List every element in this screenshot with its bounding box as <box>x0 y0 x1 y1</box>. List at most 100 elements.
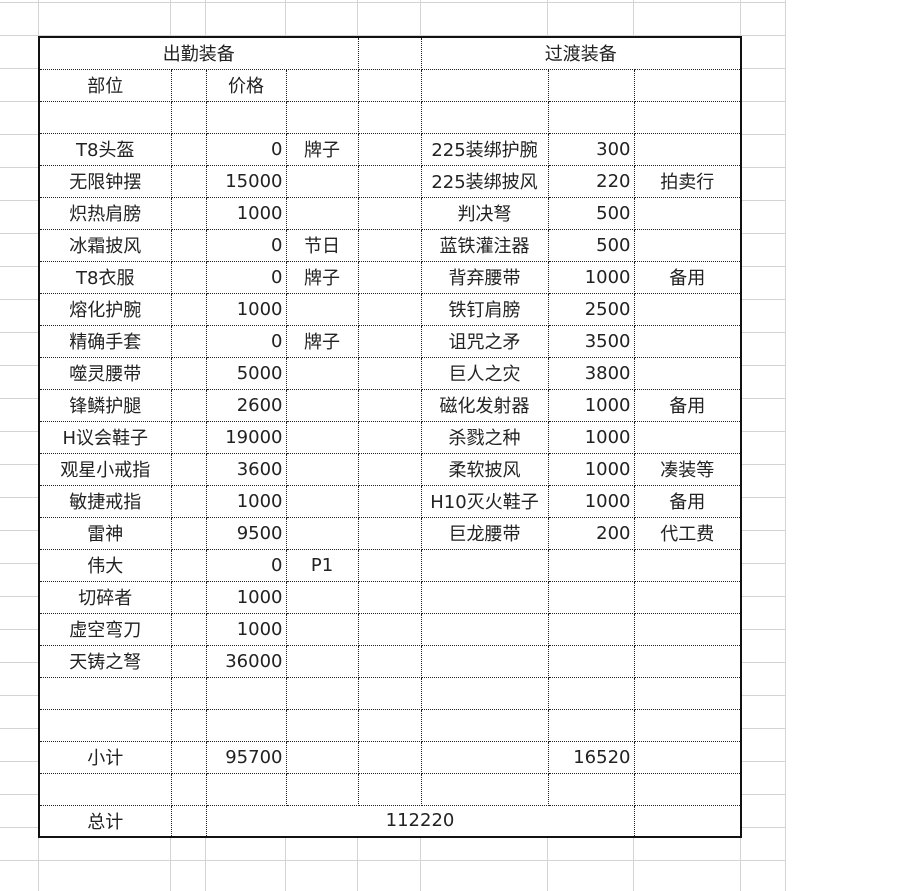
cell[interactable] <box>170 484 207 518</box>
part-cell[interactable]: H议会鞋子 <box>38 420 172 454</box>
remark-cell[interactable]: 备用 <box>633 388 742 422</box>
price-cell[interactable]: 0 <box>205 132 287 166</box>
cell[interactable] <box>357 484 422 518</box>
cell[interactable] <box>170 164 207 198</box>
cell[interactable] <box>357 292 422 326</box>
cell[interactable] <box>547 68 635 102</box>
cell[interactable] <box>633 804 742 838</box>
right-section-title[interactable]: 过渡装备 <box>420 36 742 70</box>
cell[interactable] <box>357 612 422 646</box>
cell[interactable] <box>547 772 635 806</box>
note-cell[interactable]: 节日 <box>285 228 359 262</box>
note-cell[interactable] <box>285 580 359 614</box>
remark-cell[interactable]: 拍卖行 <box>633 164 742 198</box>
cost-cell[interactable] <box>547 612 635 646</box>
cell[interactable] <box>633 68 742 102</box>
part-cell[interactable]: 冰霜披风 <box>38 228 172 262</box>
note-cell[interactable]: 牌子 <box>285 260 359 294</box>
cost-cell[interactable]: 3500 <box>547 324 635 358</box>
cell[interactable] <box>633 676 742 710</box>
part-cell[interactable]: 无限钟摆 <box>38 164 172 198</box>
note-cell[interactable] <box>285 612 359 646</box>
note-cell[interactable] <box>285 420 359 454</box>
remark-cell[interactable] <box>633 324 742 358</box>
remark-cell[interactable] <box>633 292 742 326</box>
total-label[interactable]: 总计 <box>38 804 172 838</box>
price-cell[interactable]: 0 <box>205 548 287 582</box>
cell[interactable] <box>420 708 549 742</box>
cell[interactable] <box>170 548 207 582</box>
cost-cell[interactable]: 500 <box>547 196 635 230</box>
cell[interactable] <box>633 100 742 134</box>
item-cell[interactable]: 铁钉肩膀 <box>420 292 549 326</box>
price-cell[interactable]: 1000 <box>205 292 287 326</box>
remark-cell[interactable] <box>633 420 742 454</box>
note-cell[interactable] <box>285 644 359 678</box>
item-cell[interactable]: 磁化发射器 <box>420 388 549 422</box>
remark-cell[interactable]: 备用 <box>633 260 742 294</box>
item-cell[interactable]: 225装绑披风 <box>420 164 549 198</box>
cell[interactable] <box>420 772 549 806</box>
cost-cell[interactable]: 2500 <box>547 292 635 326</box>
cell[interactable] <box>357 260 422 294</box>
part-cell[interactable]: T8头盔 <box>38 132 172 166</box>
item-cell[interactable]: H10灭火鞋子 <box>420 484 549 518</box>
cell[interactable] <box>170 708 207 742</box>
cell[interactable] <box>38 708 172 742</box>
cell[interactable] <box>633 740 742 774</box>
cell[interactable] <box>170 612 207 646</box>
remark-cell[interactable] <box>633 580 742 614</box>
cell[interactable] <box>357 228 422 262</box>
cell[interactable] <box>285 740 359 774</box>
cost-cell[interactable] <box>547 580 635 614</box>
cell[interactable] <box>547 676 635 710</box>
price-cell[interactable]: 0 <box>205 324 287 358</box>
cell[interactable] <box>357 452 422 486</box>
part-cell[interactable]: 切碎者 <box>38 580 172 614</box>
cell[interactable] <box>420 68 549 102</box>
price-cell[interactable]: 1000 <box>205 484 287 518</box>
cost-cell[interactable] <box>547 644 635 678</box>
note-cell[interactable] <box>285 196 359 230</box>
cell[interactable] <box>633 708 742 742</box>
cost-cell[interactable]: 300 <box>547 132 635 166</box>
cell[interactable] <box>205 708 287 742</box>
cell[interactable] <box>420 740 549 774</box>
cell[interactable] <box>357 196 422 230</box>
item-cell[interactable]: 巨人之灾 <box>420 356 549 390</box>
cost-cell[interactable]: 1000 <box>547 420 635 454</box>
note-cell[interactable] <box>285 356 359 390</box>
note-cell[interactable] <box>285 388 359 422</box>
cell[interactable] <box>170 644 207 678</box>
item-cell[interactable]: 225装绑护腕 <box>420 132 549 166</box>
cell[interactable] <box>38 100 172 134</box>
remark-cell[interactable]: 代工费 <box>633 516 742 550</box>
cell[interactable] <box>170 68 207 102</box>
cell[interactable] <box>547 100 635 134</box>
part-cell[interactable]: 虚空弯刀 <box>38 612 172 646</box>
cell[interactable] <box>357 644 422 678</box>
cell[interactable] <box>357 548 422 582</box>
subtotal-label[interactable]: 小计 <box>38 740 172 774</box>
cell[interactable] <box>170 132 207 166</box>
cell[interactable] <box>170 740 207 774</box>
cell[interactable] <box>357 516 422 550</box>
note-cell[interactable]: 牌子 <box>285 324 359 358</box>
cost-cell[interactable]: 500 <box>547 228 635 262</box>
cell[interactable] <box>170 388 207 422</box>
part-cell[interactable]: 伟大 <box>38 548 172 582</box>
cell[interactable] <box>357 68 422 102</box>
subtotal-right[interactable]: 16520 <box>547 740 635 774</box>
cost-cell[interactable]: 220 <box>547 164 635 198</box>
header-price[interactable]: 价格 <box>205 68 287 102</box>
cell[interactable] <box>38 772 172 806</box>
cell[interactable] <box>170 196 207 230</box>
item-cell[interactable]: 巨龙腰带 <box>420 516 549 550</box>
part-cell[interactable]: 观星小戒指 <box>38 452 172 486</box>
price-cell[interactable]: 0 <box>205 260 287 294</box>
price-cell[interactable]: 1000 <box>205 196 287 230</box>
cell[interactable] <box>170 100 207 134</box>
cell[interactable] <box>170 804 207 838</box>
cell[interactable] <box>357 324 422 358</box>
cell[interactable] <box>170 292 207 326</box>
